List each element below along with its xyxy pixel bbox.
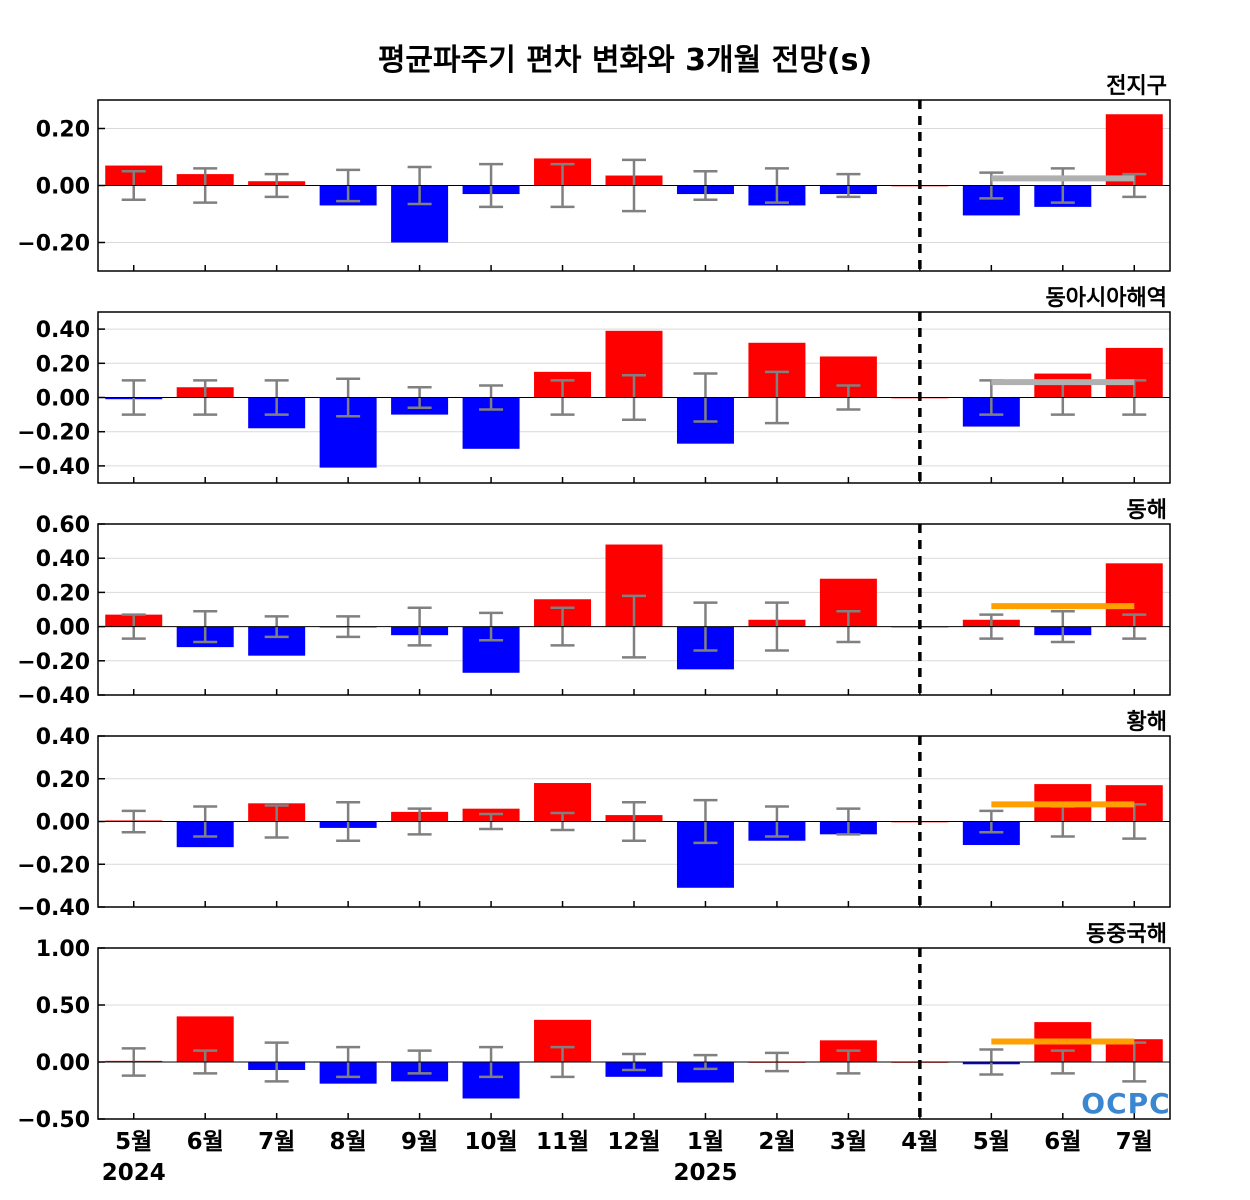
- panel-2: −0.40 −0.20 0.00 0.20 0.40 동아시아해역: [17, 286, 1171, 484]
- chart-panels: −0.20 0.00 0.20 전지구 −0.40 −0.20 0.00 0.20 0.40 동아…: [17, 74, 1171, 1186]
- y-tick-label: 0.20: [36, 768, 90, 793]
- x-tick-label: 5월: [115, 1129, 152, 1155]
- panel-title: 황해: [1127, 710, 1167, 735]
- y-tick-label: 0.40: [36, 547, 90, 572]
- y-tick-label: −0.20: [17, 853, 90, 878]
- y-tick-label: 0.60: [36, 513, 90, 538]
- x-tick-label: 1월: [687, 1129, 724, 1155]
- chart-title: 평균파주기 편차 변화와 3개월 전망(s): [378, 43, 872, 78]
- panel-5: −0.50 0.00 0.50 1.00 동중국해: [17, 922, 1171, 1133]
- x-tick-label: 12월: [607, 1129, 660, 1155]
- x-tick-label: 9월: [401, 1129, 438, 1155]
- year-label: 2025: [673, 1160, 737, 1186]
- panel-frame: [97, 947, 1171, 1120]
- y-tick-label: −0.20: [17, 232, 90, 257]
- y-tick-label: 0.40: [36, 725, 90, 750]
- x-tick-label: 6월: [1044, 1129, 1081, 1155]
- y-tick-label: 0.20: [36, 581, 90, 606]
- x-tick-label: 11월: [536, 1129, 589, 1155]
- y-tick-label: −0.50: [17, 1108, 90, 1133]
- y-tick-label: 0.20: [36, 352, 90, 377]
- y-tick-label: −0.40: [17, 684, 90, 709]
- y-tick-label: 0.20: [36, 118, 90, 143]
- panel-1: −0.20 0.00 0.20 전지구: [17, 74, 1171, 272]
- panel-title: 전지구: [1106, 74, 1167, 99]
- x-tick-label: 6월: [187, 1129, 224, 1155]
- year-label: 2024: [102, 1160, 166, 1186]
- x-tick-label: 5월: [973, 1129, 1010, 1155]
- y-tick-label: 0.00: [36, 387, 90, 412]
- y-tick-label: −0.40: [17, 896, 90, 921]
- panel-title: 동아시아해역: [1046, 286, 1167, 311]
- bar: [676, 1062, 734, 1083]
- y-tick-label: 0.50: [36, 994, 90, 1019]
- y-tick-label: 0.00: [36, 1051, 90, 1076]
- panel-3: −0.40 −0.20 0.00 0.20 0.40 0.60 동해: [17, 498, 1171, 709]
- y-tick-label: 0.00: [36, 175, 90, 200]
- x-tick-label: 4월: [901, 1129, 938, 1155]
- x-tick-label: 7월: [258, 1129, 295, 1155]
- y-tick-label: −0.40: [17, 455, 90, 480]
- y-tick-label: −0.20: [17, 650, 90, 675]
- x-tick-label: 2월: [758, 1129, 795, 1155]
- panel-4: −0.40 −0.20 0.00 0.20 0.40 황해: [17, 710, 1171, 921]
- logo-text: OCPC: [1081, 1087, 1170, 1120]
- y-tick-label: 0.40: [36, 318, 90, 343]
- x-tick-label: 3월: [830, 1129, 867, 1155]
- panel-title: 동중국해: [1086, 922, 1167, 947]
- y-tick-label: −0.20: [17, 421, 90, 446]
- x-tick-label: 10월: [464, 1129, 517, 1155]
- panel-title: 동해: [1127, 498, 1167, 523]
- x-tick-label: 8월: [330, 1129, 367, 1155]
- y-tick-label: 0.00: [36, 616, 90, 641]
- x-tick-label: 7월: [1116, 1129, 1153, 1155]
- y-tick-label: 0.00: [36, 811, 90, 836]
- y-tick-label: 1.00: [36, 937, 90, 962]
- ocpc-logo: OCPC: [1081, 1087, 1170, 1120]
